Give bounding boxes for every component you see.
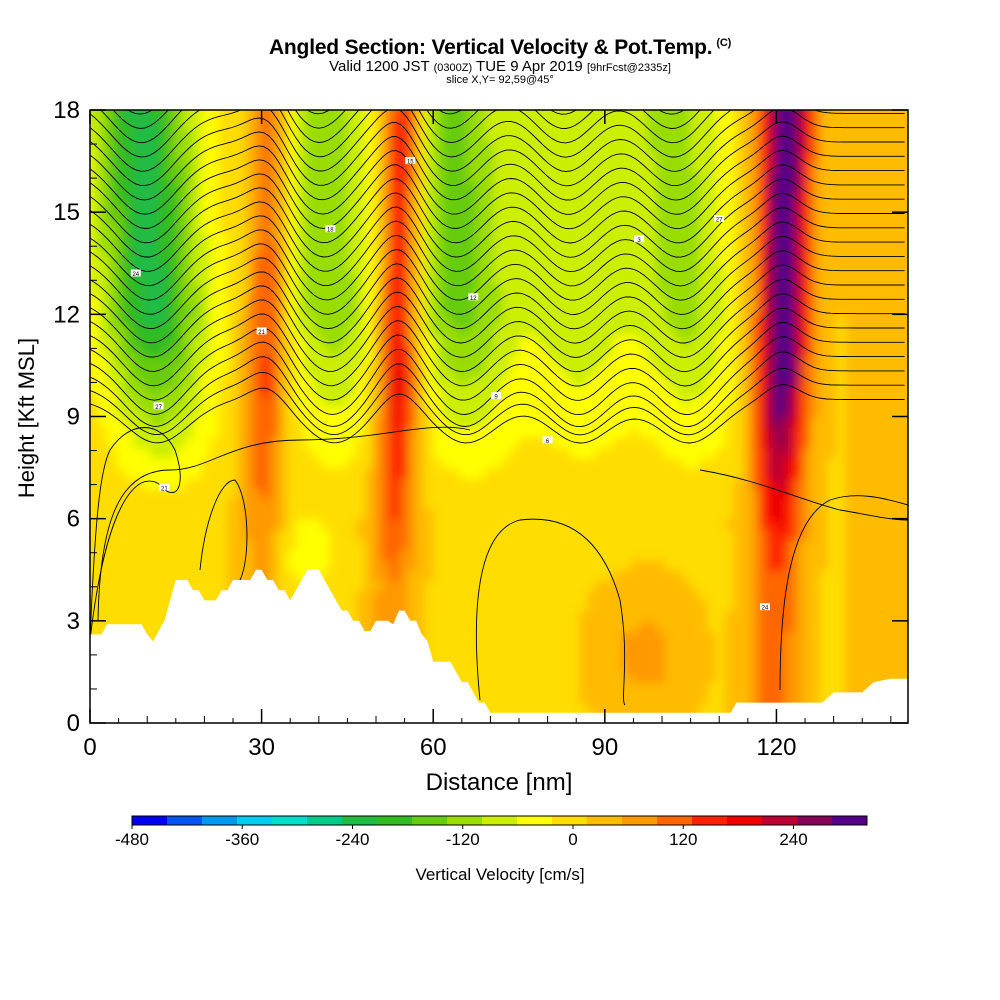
axis-ticks: 0 30 60 90 120 0 3 6 9 12 15 18 [53,97,908,761]
contour-label: 27 [714,215,725,224]
theta-contour [90,250,905,330]
contour-label-bg [130,269,141,277]
slice-info: slice X,Y= 92,59@45° [446,74,554,86]
x-tick-label: 120 [756,734,796,761]
contour-label-bg [325,225,336,233]
theta-contour [476,518,626,706]
theta-contour [90,121,905,201]
theta-contour [90,307,905,387]
contour-label-text: 15 [407,160,414,166]
y-tick-label: 3 [67,608,80,635]
contour-label-bg [159,484,170,491]
contour-label-bg [760,603,770,611]
theta-contour [90,178,905,258]
contour-label: 6 [542,436,553,445]
title-block: Angled Section: Vertical Velocity & Pot.… [0,36,1000,86]
theta-contour [90,236,905,315]
theta-contour [90,110,905,172]
forecast-info: [9hrFcst@2335z] [586,62,671,74]
theta-contour [699,469,908,521]
theta-contour [199,479,248,581]
contour-label: 27 [153,402,164,411]
theta-contour [90,207,905,287]
contour-label-text: 27 [716,218,723,224]
theta-contour [90,427,181,641]
contour-label-text: 24 [762,606,769,612]
chart-title: Angled Section: Vertical Velocity & Pot.… [0,36,1000,60]
contour-label: 15 [405,157,416,166]
contour-label: 9 [491,392,502,401]
y-tick-label: 9 [67,404,80,431]
theta-contour [90,193,905,273]
contour-label-bg [491,392,502,400]
contour-label-bg [256,327,267,335]
contour-label-bg [468,293,479,301]
theta-contour [90,164,905,244]
theta-contour [90,384,905,444]
theta-contour [90,264,905,344]
contour-label-bg [542,436,553,444]
theta-contour [97,426,471,621]
theta-contour [90,351,905,428]
y-tick-label: 15 [53,199,80,226]
y-axis-label: Height [Kft MSL] [14,338,39,498]
theta-contours: 27 24 21 18 15 12 9 6 3 27 24 21 [90,110,908,706]
contour-label-text: 21 [161,487,168,493]
contour-label: 18 [325,225,336,234]
contour-label-text: 6 [546,439,550,445]
theta-contour [90,135,905,215]
contour-label-text: 27 [155,405,162,411]
contour-label-text: 18 [327,228,334,234]
contour-label-text: 9 [494,395,498,401]
x-tick-label: 90 [591,734,618,761]
contour-label: 24 [130,269,141,278]
contour-label-bg [714,215,725,222]
chart-title-main: Angled Section: Vertical Velocity & Pot.… [268,36,713,59]
theta-contour [90,150,905,230]
theta-contour [90,336,905,416]
x-tick-label: 0 [83,734,96,761]
x-tick-label: 60 [420,734,447,761]
theta-contour [90,110,905,187]
contour-label: 3 [634,235,645,244]
theta-contour [90,293,905,373]
valid-date: TUE 9 Apr 2019 [476,58,583,75]
contour-label-text: 3 [637,238,641,244]
x-axis-label: Distance [nm] [426,769,573,796]
theta-contour [127,110,685,115]
contour-label-bg [634,235,645,243]
contour-label: 24 [760,603,770,612]
contour-label-text: 12 [470,296,477,302]
x-tick-label: 30 [248,734,275,761]
chart-title-tag: (C) [716,37,732,49]
chart-subtitle: Valid 1200 JST (0300Z) TUE 9 Apr 2019 [9… [0,59,1000,76]
theta-contour [90,367,905,436]
contour-label-bg [405,157,416,165]
contour-label: 21 [256,327,267,336]
theta-contour [90,110,732,158]
y-tick-label: 12 [53,301,80,328]
contour-label: 12 [468,293,479,302]
contour-label-text: 21 [258,330,265,336]
valid-utc: (0300Z) [433,62,473,74]
y-tick-label: 6 [67,506,80,533]
terrain [90,569,908,723]
contour-label-text: 24 [132,272,139,278]
theta-contour [90,221,905,301]
y-tick-label: 0 [67,710,80,737]
contour-label-bg [153,402,164,410]
theta-contour [90,322,905,401]
y-tick-label: 18 [53,97,80,124]
valid-prefix: Valid 1200 JST [329,58,430,75]
theta-contour [90,279,905,358]
contour-label: 21 [159,484,170,493]
theta-contour [779,495,908,691]
